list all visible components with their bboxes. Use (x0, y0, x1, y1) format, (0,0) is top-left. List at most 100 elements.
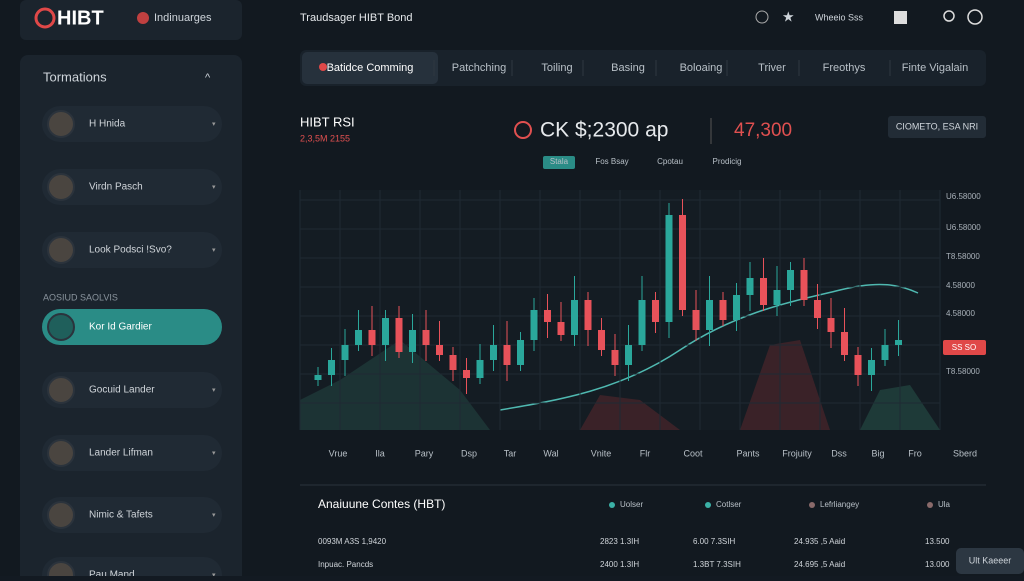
tab[interactable]: Patchching (452, 62, 506, 74)
tab[interactable]: Toiling (541, 62, 572, 74)
button-label[interactable]: CIOMETO, ESA NRI (896, 121, 978, 131)
x-axis-label: Tar (504, 448, 517, 458)
candle-body (341, 345, 349, 360)
chevron: ▾ (212, 572, 216, 576)
asset-name: HIBT RSI (300, 114, 355, 129)
table-cell: 1.3BT 7.3SIH (693, 560, 741, 569)
bottom-button[interactable] (956, 548, 1024, 574)
subtab[interactable]: Stala (550, 157, 569, 166)
settings-icon[interactable] (967, 9, 983, 25)
table-cell: 13.000 (925, 560, 950, 569)
sidebar-item[interactable] (42, 309, 222, 345)
icon[interactable]: ★ (782, 9, 795, 25)
candle-body (355, 330, 362, 345)
y-axis-label: 4.58000 (946, 281, 975, 290)
avatar (47, 236, 75, 264)
avatar (47, 313, 75, 341)
tab-icon (319, 63, 327, 71)
chevron: ▾ (212, 450, 216, 457)
candle-body (382, 318, 389, 345)
price-badge-label: SS SO (952, 343, 976, 352)
bottom-button-label[interactable]: Ult Kaeeer (969, 555, 1012, 565)
x-axis-label: Dss (831, 448, 847, 458)
candle-body (800, 270, 808, 300)
search-icon[interactable] (943, 10, 955, 22)
price-badge (943, 340, 986, 355)
y-axis-label: U6.58000 (946, 192, 981, 201)
sidebar-item[interactable] (42, 497, 222, 533)
tab[interactable]: Triver (758, 62, 786, 74)
candle-body (692, 310, 700, 330)
icon[interactable] (755, 10, 769, 24)
candle-body (814, 300, 821, 318)
price: CK $;2300 ap (540, 119, 668, 142)
sidebar-item[interactable] (42, 557, 222, 581)
candle-body (787, 270, 794, 290)
tab-bar (300, 50, 986, 86)
icon[interactable] (894, 11, 907, 24)
table-header: Uolser (620, 500, 643, 509)
sidebar-item-label[interactable]: Gocuid Lander (89, 385, 155, 396)
sidebar-item[interactable] (42, 106, 222, 142)
subtab-active (543, 156, 575, 169)
sidebar-item[interactable] (42, 232, 222, 268)
tab[interactable]: Batidce Comming (327, 62, 414, 74)
page-title: Traudsager HIBT Bond (300, 12, 413, 24)
sidebar-item-label[interactable]: Kor Id Gardier (89, 322, 152, 333)
sidebar-item-label[interactable]: Virdn Pasch (89, 182, 143, 193)
x-axis-label: Fro (908, 448, 922, 458)
x-axis-label: Sberd (953, 448, 977, 458)
candle-body (314, 375, 322, 380)
y-axis-label: 4.58000 (946, 309, 975, 318)
avatar (47, 376, 75, 404)
tab[interactable]: Finte Vigalain (902, 62, 968, 74)
subtab[interactable]: Prodicig (713, 157, 742, 166)
legend-dot (609, 502, 615, 508)
subtab[interactable]: Fos Bsay (595, 157, 628, 166)
logo-card (20, 0, 242, 40)
logo: HIBT (57, 7, 104, 29)
sidebar-item[interactable] (42, 435, 222, 471)
candle-body (409, 330, 416, 352)
candle-body (557, 322, 565, 335)
sidebar-item-label[interactable]: Pau Mand (89, 570, 135, 581)
sidebar-item-label[interactable]: H Hnida (89, 119, 126, 130)
sidebar-item[interactable] (42, 372, 222, 408)
sidebar-item-label[interactable]: Lander Lifman (89, 448, 153, 459)
avatar (47, 501, 75, 529)
candle-body (719, 300, 727, 320)
brand-icon (137, 12, 149, 24)
legend-dot (705, 502, 711, 508)
tab[interactable]: Basing (611, 62, 645, 74)
x-axis-label: Vnite (591, 448, 612, 458)
tab[interactable]: Boloaing (680, 62, 723, 74)
section-label: AOSIUD SAOLVIS (43, 292, 118, 302)
button[interactable] (888, 116, 986, 138)
x-axis-label: Dsp (461, 448, 477, 458)
sidebar-item-label[interactable]: Look Podsci !Svo? (89, 245, 172, 256)
collapse[interactable]: ^ (205, 72, 211, 84)
sidebar-item[interactable] (42, 169, 222, 205)
candle-body (584, 300, 592, 330)
sidebar-item-label[interactable]: Nimic & Tafets (89, 510, 153, 521)
table-header: Cotlser (716, 500, 742, 509)
candle-body (868, 360, 875, 375)
chevron: ▾ (212, 184, 216, 191)
y-axis-label: T8.58000 (946, 367, 980, 376)
legend-dot (927, 502, 933, 508)
legend-dot (809, 502, 815, 508)
candle-body (598, 330, 605, 350)
table-cell: 6.00 7.3SIH (693, 537, 735, 546)
candle-body (625, 345, 632, 365)
tab-active (302, 52, 438, 84)
subtab[interactable]: Cpotau (657, 157, 683, 166)
x-axis-label: Pary (415, 448, 434, 458)
table-header: Ula (938, 500, 951, 509)
avatar (47, 110, 75, 138)
table-cell: 24.695 ,5 Aaid (794, 560, 845, 569)
tab[interactable]: Freothys (823, 62, 866, 74)
table-cell: 24.935 ,5 Aaid (794, 537, 845, 546)
user[interactable]: Wheeio Sss (815, 12, 864, 22)
candle-body (760, 278, 767, 305)
